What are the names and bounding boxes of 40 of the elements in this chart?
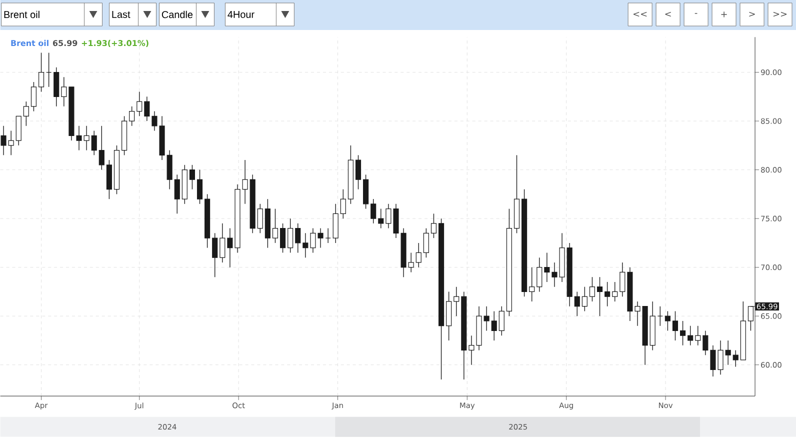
candlestick: [740, 301, 746, 360]
candlestick: [702, 330, 708, 356]
candlestick: [544, 252, 550, 282]
candlestick: [0, 126, 6, 156]
text: >: [749, 12, 755, 17]
candlestick: [264, 198, 270, 248]
text: <: [665, 12, 671, 17]
candlestick: [596, 276, 603, 317]
candlestick: [46, 52, 52, 88]
text: 4Hour: [228, 11, 254, 18]
candlestick: [725, 340, 731, 366]
candlestick: [325, 228, 331, 244]
candlestick: [461, 291, 467, 380]
candlestick: [529, 267, 535, 302]
candlestick: [61, 76, 67, 107]
candlestick: [8, 130, 14, 156]
text: >>: [773, 12, 787, 17]
candlestick: [604, 282, 610, 307]
text: <<: [634, 12, 647, 17]
text: -: [694, 13, 698, 14]
candlestick: [566, 242, 572, 307]
candlestick: [620, 262, 626, 297]
text: Last: [112, 11, 130, 18]
candlestick: [491, 310, 497, 341]
candlestick: [302, 232, 308, 258]
text: +: [721, 12, 727, 18]
candlestick: [144, 96, 150, 122]
candlestick: [484, 306, 490, 332]
candlestick: [672, 310, 678, 341]
text: Candle: [162, 10, 193, 18]
text: Brent oil: [4, 10, 40, 18]
candlestick: [378, 208, 384, 229]
candlestick: [166, 150, 172, 190]
candlestick: [454, 286, 460, 317]
candlestick: [657, 306, 663, 326]
candlestick: [220, 223, 226, 263]
candlestick: [446, 291, 452, 341]
candlestick: [680, 320, 686, 346]
candlestick: [250, 174, 256, 234]
candlestick: [408, 252, 414, 273]
